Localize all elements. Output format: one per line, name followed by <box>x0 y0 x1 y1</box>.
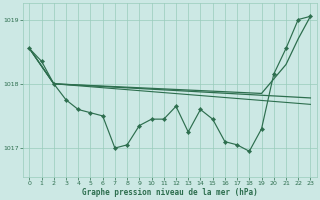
X-axis label: Graphe pression niveau de la mer (hPa): Graphe pression niveau de la mer (hPa) <box>82 188 258 197</box>
